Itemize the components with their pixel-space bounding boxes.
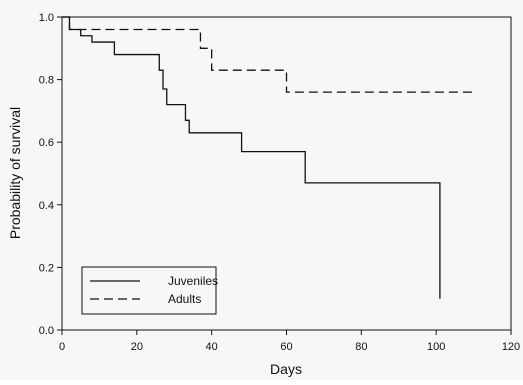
x-tick-label-6: 120 [502, 341, 520, 353]
legend-juveniles-label: Juveniles [168, 274, 218, 288]
y-tick-label-1: 0.2 [39, 262, 54, 274]
y-tick-label-5: 1.0 [39, 12, 54, 24]
y-axis-label: Probability of survival [7, 107, 23, 239]
axes-layer: 0 20 40 60 80 100 120 0.0 0.2 0.4 0.6 0.8 1.0 [39, 12, 520, 353]
x-tick-label-5: 100 [427, 341, 445, 353]
legend: Juveniles Adults [82, 267, 218, 314]
y-tick-label-2: 0.4 [39, 200, 54, 212]
y-tick-label-3: 0.6 [39, 137, 54, 149]
series-layer [62, 17, 474, 299]
x-tick-label-4: 80 [355, 341, 367, 353]
y-tick-label-4: 0.8 [39, 75, 54, 87]
x-tick-label-0: 0 [59, 341, 65, 353]
x-tick-label-1: 20 [131, 341, 143, 353]
x-tick-label-2: 40 [206, 341, 218, 353]
legend-adults-label: Adults [168, 292, 201, 306]
x-tick-label-3: 60 [280, 341, 292, 353]
y-tick-label-0: 0.0 [39, 325, 54, 337]
series-juveniles-line [62, 17, 440, 299]
x-axis-label: Days [270, 361, 302, 377]
plot-frame [62, 17, 511, 330]
